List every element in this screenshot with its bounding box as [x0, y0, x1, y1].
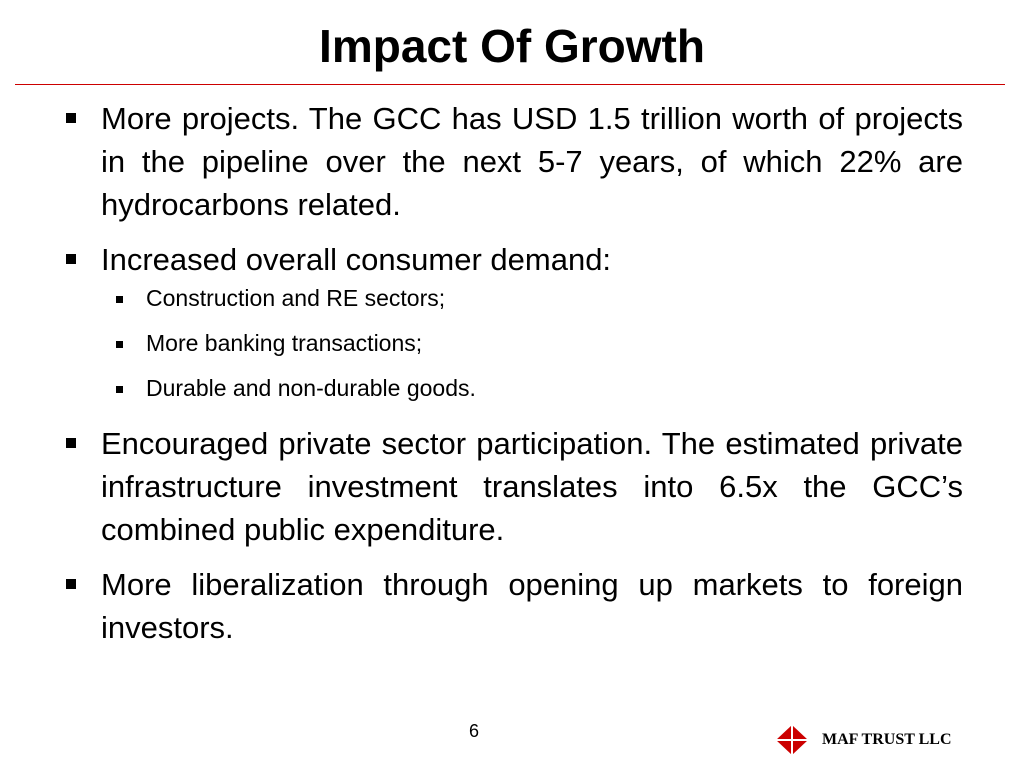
company-name: MAF TRUST LLC [822, 731, 952, 748]
bullet-item: Encouraged private sector participation.… [60, 422, 963, 551]
slide-content: More projects. The GCC has USD 1.5 trill… [60, 97, 963, 661]
bullet-text: Encouraged private sector participation.… [101, 426, 963, 547]
sub-bullet-item: Construction and RE sectors; [60, 285, 963, 312]
square-bullet-icon [66, 579, 76, 589]
sub-bullet-text: Construction and RE sectors; [146, 285, 446, 311]
page-number: 6 [468, 721, 479, 741]
square-bullet-icon [116, 296, 123, 303]
red-diamond-logo-icon [776, 725, 808, 755]
slide-title: Impact Of Growth [319, 20, 705, 72]
bullet-item: More projects. The GCC has USD 1.5 trill… [60, 97, 963, 226]
square-bullet-icon [116, 386, 123, 393]
bullet-text: More projects. The GCC has USD 1.5 trill… [101, 101, 963, 222]
sub-bullet-text: More banking transactions; [146, 330, 423, 356]
bullet-text: Increased overall consumer demand: [101, 242, 612, 277]
sub-bullet-list: Construction and RE sectors; More bankin… [60, 285, 963, 402]
square-bullet-icon [66, 438, 76, 448]
square-bullet-icon [66, 113, 76, 123]
bullet-item: Increased overall consumer demand: [60, 238, 963, 281]
square-bullet-icon [116, 341, 123, 348]
bullet-text: More liberalization through opening up m… [101, 567, 963, 645]
sub-bullet-text: Durable and non-durable goods. [146, 375, 476, 401]
sub-bullet-item: Durable and non-durable goods. [60, 375, 963, 402]
title-divider [15, 84, 1005, 85]
bullet-item: More liberalization through opening up m… [60, 563, 963, 649]
square-bullet-icon [66, 254, 76, 264]
sub-bullet-item: More banking transactions; [60, 330, 963, 357]
